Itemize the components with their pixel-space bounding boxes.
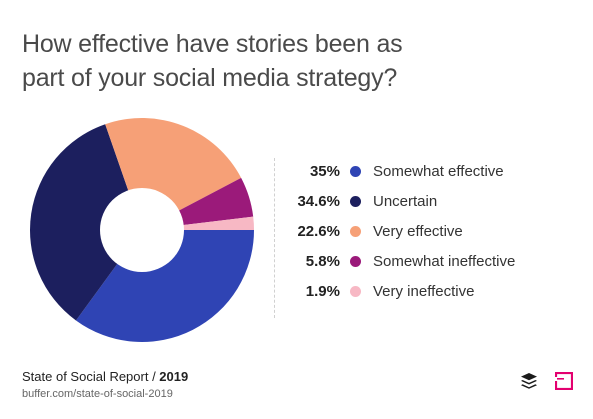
pie-slice [29,124,142,321]
legend-item: 35% Somewhat effective [285,156,585,186]
legend-swatch [350,255,361,267]
legend-item: 22.6% Very effective [285,216,585,246]
report-year: 2019 [159,369,189,384]
brand-mark-icon [555,372,573,390]
legend-value: 5.8% [305,252,340,270]
report-credit: State of Social Report / 2019 [22,369,188,384]
report-name: State of Social Report / [22,369,160,384]
legend-label: Somewhat ineffective [373,252,516,270]
donut-hole [100,188,184,272]
legend-swatch [350,285,361,297]
legend-item: 34.6% Uncertain [285,186,585,216]
legend-divider [274,158,275,318]
legend-item: 5.8% Somewhat ineffective [285,246,585,276]
chart-title: How effective have stories been as part … [22,30,403,92]
legend-label: Very effective [373,222,463,240]
legend-label: Uncertain [373,192,438,210]
legend-value: 35% [309,162,340,180]
legend-value: 22.6% [297,222,340,240]
legend-label: Very ineffective [373,282,475,300]
donut-chart [29,118,254,343]
legend-swatch [350,195,361,207]
legend-item: 1.9% Very ineffective [285,276,585,306]
legend-label: Somewhat effective [373,162,504,180]
legend-swatch [350,225,361,237]
report-url: buffer.com/state-of-social-2019 [22,388,173,400]
buffer-logo-icon [521,373,537,389]
legend-value: 34.6% [297,192,340,210]
legend-swatch [350,165,361,177]
pie-slice [75,230,254,343]
legend-value: 1.9% [305,282,340,300]
legend: 35% Somewhat effective 34.6% Uncertain 2… [285,156,585,306]
